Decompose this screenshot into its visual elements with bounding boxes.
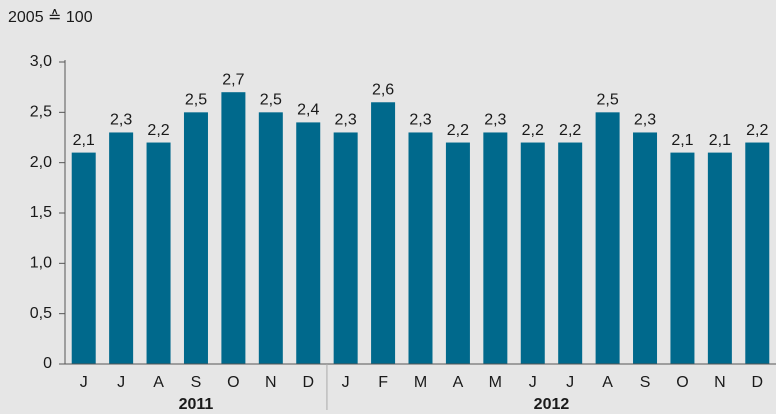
bar — [146, 142, 171, 364]
bar — [71, 152, 96, 364]
x-tick-label: J — [117, 374, 125, 391]
x-tick-label: O — [227, 374, 239, 391]
bar — [221, 92, 246, 364]
bar — [745, 142, 770, 364]
bar — [183, 112, 208, 364]
value-label: 2,5 — [596, 92, 618, 109]
bar — [296, 122, 321, 365]
bar — [445, 142, 470, 364]
value-label: 2,3 — [634, 112, 656, 129]
bar — [633, 132, 658, 364]
value-label: 2,4 — [297, 102, 319, 119]
x-tick-label: M — [414, 374, 427, 391]
x-tick-label: N — [265, 374, 277, 391]
value-label: 2,3 — [335, 112, 357, 129]
bar — [558, 142, 583, 364]
value-label: 2,2 — [746, 122, 768, 139]
bar — [670, 152, 695, 364]
y-tick-label: 3,0 — [30, 53, 52, 70]
x-tick-label: D — [752, 374, 764, 391]
value-label: 2,3 — [409, 112, 431, 129]
subtitle: 2005 ≙ 100 — [8, 9, 93, 26]
x-tick-label: J — [80, 374, 88, 391]
value-label: 2,6 — [372, 81, 394, 98]
value-label: 2,3 — [484, 112, 506, 129]
x-tick-label: F — [378, 374, 388, 391]
y-tick-label: 1,5 — [30, 204, 52, 221]
value-label: 2,1 — [709, 132, 731, 149]
value-label: 2,3 — [110, 112, 132, 129]
bar — [109, 132, 134, 364]
bar — [707, 152, 732, 364]
y-tick-label: 2,0 — [30, 154, 52, 171]
value-label: 2,1 — [671, 132, 693, 149]
x-tick-label: A — [602, 374, 613, 391]
bar — [258, 112, 283, 364]
x-tick-label: N — [714, 374, 726, 391]
x-tick-label: S — [640, 374, 651, 391]
x-tick-label: J — [529, 374, 537, 391]
group-label: 2012 — [534, 396, 570, 413]
value-label: 2,7 — [222, 71, 244, 88]
bar — [408, 132, 433, 364]
y-tick-label: 1,0 — [30, 255, 52, 272]
bar — [483, 132, 508, 364]
x-tick-label: M — [489, 374, 502, 391]
x-tick-label: A — [153, 374, 164, 391]
y-tick-label: 0 — [43, 355, 52, 372]
value-label: 2,2 — [447, 122, 469, 139]
value-label: 2,2 — [522, 122, 544, 139]
group-label: 2011 — [179, 396, 214, 413]
x-tick-label: O — [676, 374, 688, 391]
bar — [333, 132, 358, 364]
x-tick-label: D — [302, 374, 314, 391]
y-tick-label: 2,5 — [30, 104, 52, 121]
bar — [595, 112, 620, 364]
x-tick-label: J — [566, 374, 574, 391]
bar — [520, 142, 545, 364]
value-label: 2,1 — [73, 132, 95, 149]
x-tick-label: S — [191, 374, 202, 391]
y-tick-label: 0,5 — [30, 305, 52, 322]
x-tick-label: A — [453, 374, 464, 391]
x-tick-label: J — [342, 374, 350, 391]
value-label: 2,2 — [147, 122, 169, 139]
value-label: 2,5 — [185, 92, 207, 109]
value-label: 2,2 — [559, 122, 581, 139]
value-label: 2,5 — [260, 92, 282, 109]
bar — [371, 102, 396, 365]
